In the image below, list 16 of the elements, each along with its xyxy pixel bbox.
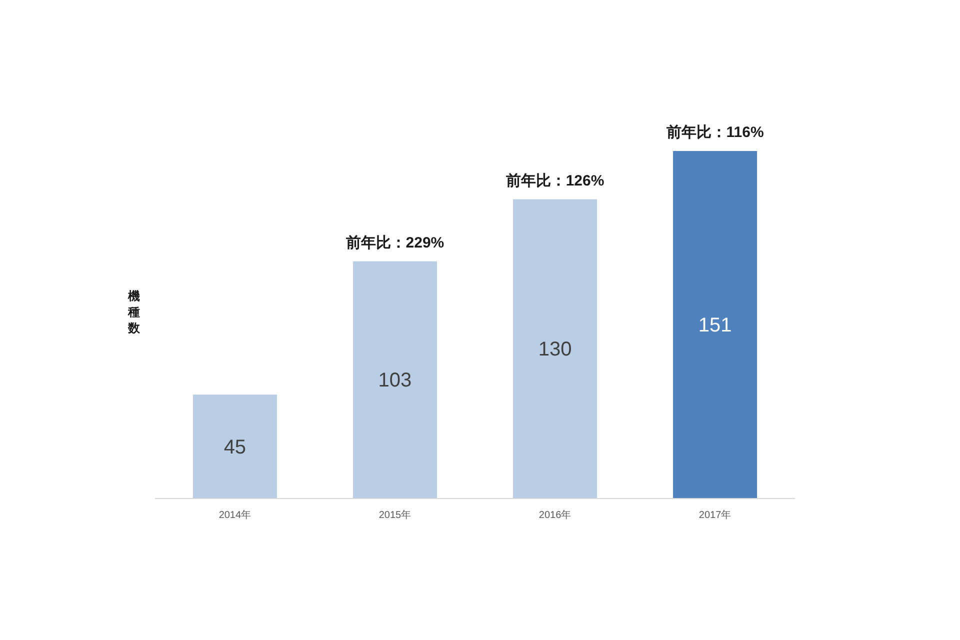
bar <box>513 199 598 498</box>
bar <box>673 151 758 498</box>
data-label: 103 <box>378 370 412 392</box>
data-label: 130 <box>538 338 572 361</box>
y-axis-title: 機種数 <box>127 289 141 335</box>
annotation: 前年比：126% <box>504 172 604 190</box>
x-tick-label: 2017年 <box>698 509 732 521</box>
x-tick-label: 2015年 <box>378 509 412 521</box>
annotation: 前年比：229% <box>344 234 444 252</box>
x-tick-label: 2016年 <box>538 509 572 521</box>
annotation: 前年比：116% <box>665 124 764 141</box>
bar <box>352 261 437 498</box>
data-label: 45 <box>224 436 246 458</box>
data-label: 151 <box>698 314 732 336</box>
bar <box>192 394 277 498</box>
x-tick-label: 2014年 <box>218 509 252 521</box>
